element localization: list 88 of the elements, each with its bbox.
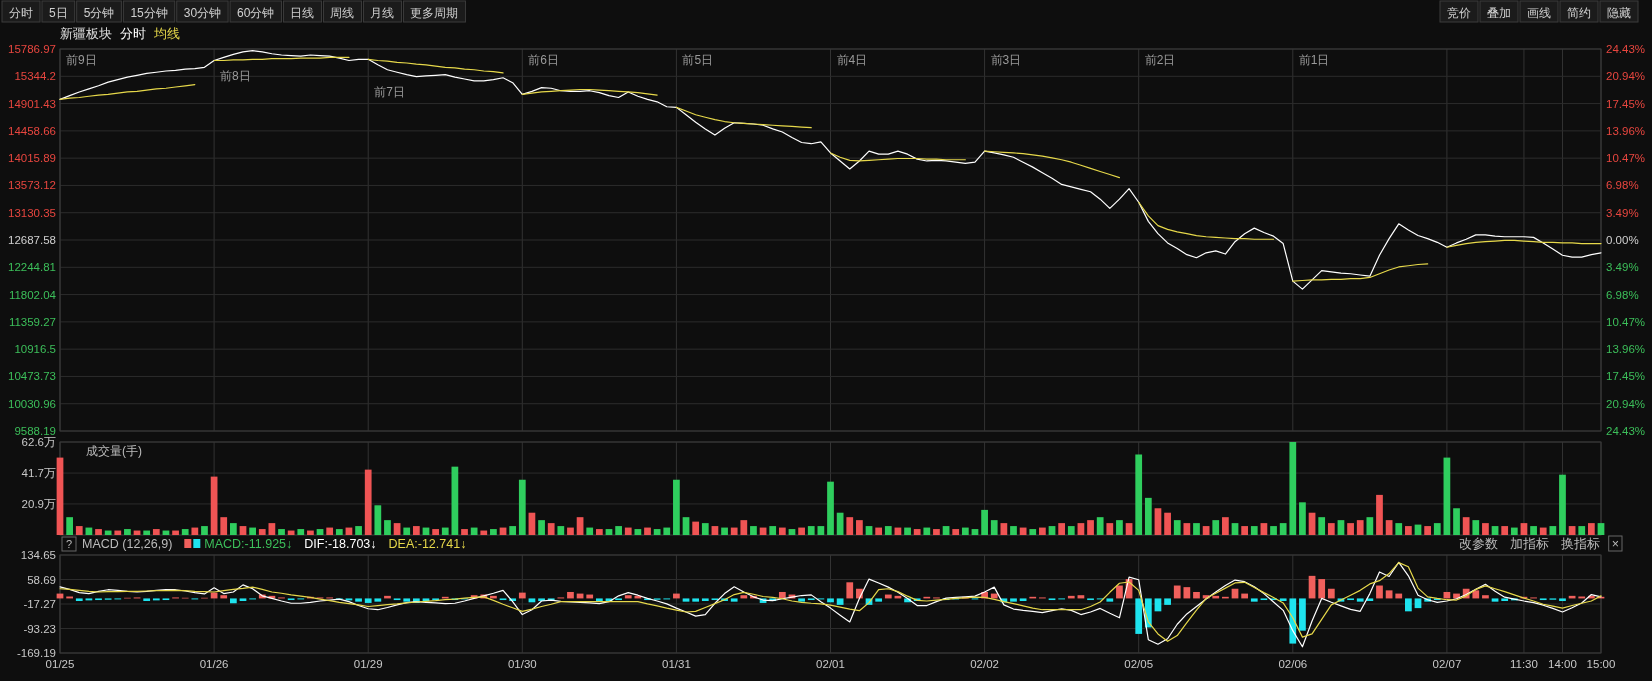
y-tick-label: 62.6万 <box>21 436 56 448</box>
x-tick-label: 14:00 <box>1548 658 1577 670</box>
x-tick-label: 11:30 <box>1509 658 1538 670</box>
y-tick-label: 10030.96 <box>8 397 56 410</box>
y2-tick-label: 6.98% <box>1606 179 1639 192</box>
y-tick-label: -17.27 <box>23 598 56 610</box>
y-tick-label: 41.7万 <box>21 467 56 480</box>
annotation: 前3日 <box>990 53 1022 67</box>
y-tick-label: 15786.97 <box>8 43 56 55</box>
text: 加指标 <box>1509 537 1549 551</box>
text: 周线 <box>330 6 355 20</box>
text: 改参数 <box>1458 537 1498 551</box>
text: 60分钟 <box>237 6 275 20</box>
y-tick-label: -93.23 <box>23 622 56 635</box>
y-tick-label: 13130.35 <box>8 206 56 219</box>
y-tick-label: 20.9万 <box>21 497 56 510</box>
y-tick-label: 14015.89 <box>8 152 56 165</box>
x-tick-label: 15:00 <box>1586 658 1616 670</box>
chart-title: MACD (12,26,9) <box>82 537 173 551</box>
text: 竞价 <box>1447 6 1471 20</box>
text: 隐藏 <box>1607 6 1631 20</box>
text: 分时 <box>9 6 33 20</box>
y2-tick-label: 20.94% <box>1606 397 1646 410</box>
text: DEA:-12.741↓ <box>388 537 467 551</box>
y2-tick-label: 10.47% <box>1606 152 1646 165</box>
text: 换指标 <box>1560 537 1600 551</box>
text: 15分钟 <box>130 6 168 20</box>
y-tick-label: 15344.2 <box>14 70 56 83</box>
x-tick-label: 01/26 <box>199 658 229 670</box>
text: × <box>1611 537 1619 551</box>
text: 分时 <box>120 27 146 41</box>
x-tick-label: 01/29 <box>353 658 383 670</box>
y-tick-label: 134.65 <box>20 549 56 561</box>
y2-tick-label: 10.47% <box>1606 315 1646 328</box>
y-tick-label: 12687.58 <box>8 234 56 246</box>
annotation: 前2日 <box>1144 53 1176 67</box>
y-tick-label: 10916.5 <box>14 343 56 356</box>
y-tick-label: 58.69 <box>27 573 56 586</box>
text: 日线 <box>290 6 315 20</box>
text: 简约 <box>1567 6 1591 20</box>
chart-title: 成交量(手) <box>86 444 142 458</box>
y-tick-label: 9588.19 <box>14 425 56 437</box>
y-tick-label: 14901.43 <box>8 97 56 110</box>
x-tick-label: 02/07 <box>1432 658 1462 670</box>
annotation: 前6日 <box>528 53 559 67</box>
text: DIF:-18.703↓ <box>304 537 377 551</box>
text: 画线 <box>1527 6 1551 20</box>
annotation: 前7日 <box>374 85 405 99</box>
text: 5分钟 <box>83 6 115 20</box>
annotation: 前8日 <box>220 69 251 83</box>
x-tick-label: 01/25 <box>45 658 75 670</box>
y2-tick-label: 24.43% <box>1606 425 1646 437</box>
y-tick-label: 11359.27 <box>8 315 56 328</box>
annotation: 前9日 <box>66 53 97 67</box>
x-tick-label: 02/05 <box>1124 658 1154 670</box>
x-tick-label: 02/02 <box>970 658 999 670</box>
y-tick-label: 11802.04 <box>8 288 57 301</box>
y-tick-label: 12244.81 <box>8 261 56 274</box>
y-tick-label: 13573.12 <box>8 179 56 192</box>
x-tick-label: 01/31 <box>662 658 691 670</box>
annotation: 前5日 <box>682 53 714 67</box>
x-tick-label: 01/30 <box>507 658 537 670</box>
text: 月线 <box>370 6 395 20</box>
text: ? <box>65 538 73 550</box>
y2-tick-label: 17.45% <box>1606 97 1646 110</box>
y2-tick-label: 13.96% <box>1606 343 1646 356</box>
y2-tick-label: 13.96% <box>1606 124 1646 137</box>
x-tick-label: 02/01 <box>816 658 845 670</box>
annotation: 前4日 <box>836 53 868 67</box>
chart-title: 新疆板块 <box>60 27 112 41</box>
text: 30分钟 <box>183 6 222 20</box>
text: 5日 <box>49 6 68 20</box>
x-tick-label: 02/06 <box>1278 658 1308 670</box>
y-tick-label: 14458.66 <box>8 124 56 137</box>
y2-tick-label: 20.94% <box>1606 70 1646 83</box>
y2-tick-label: 3.49% <box>1606 261 1639 274</box>
text: 叠加 <box>1487 6 1511 20</box>
y2-tick-label: 24.43% <box>1606 43 1646 55</box>
y-tick-label: 10473.73 <box>8 370 56 383</box>
y-tick-label: -169.19 <box>16 647 56 659</box>
y2-tick-label: 17.45% <box>1606 370 1646 383</box>
annotation: 前1日 <box>1298 53 1330 67</box>
text: 均线 <box>153 27 180 41</box>
y2-tick-label: 0.00% <box>1606 234 1639 246</box>
legend-label: MACD:-11.925↓ <box>204 537 293 551</box>
y2-tick-label: 6.98% <box>1606 288 1639 301</box>
text: 更多周期 <box>410 6 459 20</box>
y2-tick-label: 3.49% <box>1606 206 1639 219</box>
